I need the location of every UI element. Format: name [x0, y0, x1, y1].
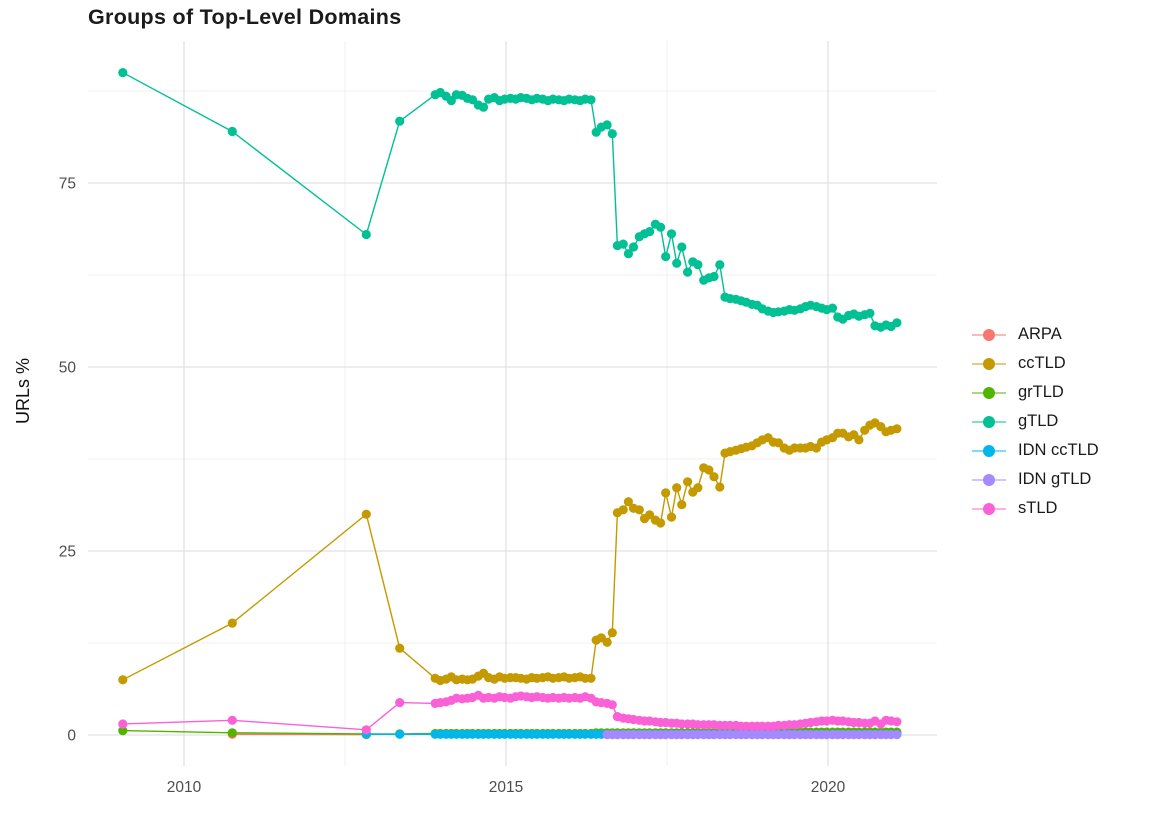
data-point-grTLD	[118, 726, 128, 736]
legend-swatch	[972, 328, 1006, 342]
legend-item-label: IDN ccTLD	[1018, 441, 1099, 459]
data-point-gTLD	[395, 116, 405, 126]
data-point-gTLD	[709, 271, 719, 282]
data-point-gTLD	[607, 129, 617, 139]
legend-swatch	[972, 502, 1006, 516]
data-point-gTLD	[645, 227, 655, 237]
data-point-sTLD	[395, 698, 405, 708]
legend-item-label: gTLD	[1018, 412, 1059, 430]
data-point-ccTLD	[618, 505, 628, 515]
legend-dot-icon	[983, 444, 995, 457]
data-point-ccTLD	[693, 483, 703, 493]
legend-swatch	[972, 415, 1006, 429]
legend-item-gTLD: gTLD	[972, 407, 1162, 436]
data-point-gTLD	[586, 95, 596, 105]
x-tick-label: 2020	[811, 779, 846, 796]
data-point-ccTLD	[118, 675, 128, 685]
data-point-gTLD	[661, 252, 671, 262]
legend-dot-icon	[983, 328, 995, 341]
data-point-ccTLD	[361, 509, 371, 519]
data-point-ccTLD	[607, 628, 617, 638]
data-point-ccTLD	[623, 497, 634, 507]
data-point-sTLD	[118, 719, 128, 729]
data-point-gTLD	[478, 102, 489, 112]
data-point-sTLD	[361, 725, 371, 735]
data-point-sTLD	[227, 715, 237, 725]
data-point-ccTLD	[395, 643, 405, 653]
legend-dot-icon	[983, 386, 995, 399]
data-point-grTLD	[227, 728, 237, 738]
data-point-gTLD	[628, 242, 639, 252]
data-point-gTLD	[693, 260, 703, 270]
legend-item-ccTLD: ccTLD	[972, 349, 1162, 378]
data-point-ccTLD	[811, 443, 822, 453]
legend-item-ARPA: ARPA	[972, 320, 1162, 349]
legend-item-label: grTLD	[1018, 383, 1064, 401]
data-point-gTLD	[623, 249, 634, 259]
data-point-gTLD	[656, 222, 666, 232]
data-point-gTLD	[677, 242, 687, 252]
legend-swatch	[972, 386, 1006, 400]
data-point-ccTLD	[661, 488, 671, 498]
legend-dot-icon	[983, 415, 995, 428]
data-point-IDN-gTLD	[892, 730, 902, 740]
legend-item-IDN-gTLD: IDN gTLD	[972, 465, 1162, 494]
data-point-ccTLD	[683, 477, 693, 487]
legend-dot-icon	[983, 357, 995, 370]
data-point-ccTLD	[602, 637, 612, 647]
data-point-ccTLD	[672, 483, 682, 493]
data-point-sTLD	[607, 700, 617, 710]
chart-title: Groups of Top-Level Domains	[88, 5, 402, 29]
y-tick-label: 50	[59, 360, 77, 377]
data-point-gTLD	[827, 303, 838, 313]
legend-item-sTLD: sTLD	[972, 494, 1162, 523]
legend: ARPA ccTLD grTLD gTLD IDN ccTLD IDN gTLD sTLD	[972, 320, 1162, 523]
data-point-ccTLD	[715, 482, 725, 492]
data-point-ccTLD	[704, 465, 714, 475]
data-point-gTLD	[602, 120, 612, 130]
data-point-gTLD	[361, 229, 371, 240]
data-point-gTLD	[715, 260, 725, 270]
legend-dot-icon	[983, 502, 995, 515]
data-point-ccTLD	[677, 500, 687, 510]
x-tick-label: 2015	[489, 779, 523, 796]
series-line-gTLD	[122, 71, 898, 329]
legend-item-label: ccTLD	[1018, 354, 1066, 372]
y-tick-label: 25	[59, 544, 76, 561]
data-point-IDN-ccTLD	[395, 729, 405, 739]
legend-swatch	[972, 357, 1006, 371]
legend-swatch	[972, 473, 1006, 487]
data-point-ccTLD	[634, 505, 644, 515]
data-point-gTLD	[865, 308, 875, 318]
y-tick-label: 75	[59, 176, 76, 193]
data-point-ccTLD	[854, 435, 864, 445]
data-point-gTLD	[118, 68, 128, 78]
data-point-gTLD	[227, 126, 237, 137]
legend-item-IDN-ccTLD: IDN ccTLD	[972, 436, 1162, 465]
data-point-ccTLD	[586, 673, 596, 683]
legend-item-label: IDN gTLD	[1018, 470, 1092, 488]
data-point-ccTLD	[227, 618, 237, 628]
data-point-ccTLD	[892, 424, 902, 434]
data-point-gTLD	[683, 267, 693, 277]
data-point-ccTLD	[709, 472, 719, 482]
data-point-gTLD	[666, 229, 677, 239]
data-point-ccTLD	[656, 518, 666, 528]
data-point-sTLD	[892, 717, 902, 727]
legend-item-grTLD: grTLD	[972, 378, 1162, 407]
y-tick-label: 0	[67, 728, 76, 745]
x-tick-label: 2010	[167, 779, 202, 796]
data-point-ccTLD	[666, 512, 677, 522]
legend-item-label: sTLD	[1018, 499, 1058, 517]
data-point-gTLD	[892, 318, 902, 328]
legend-dot-icon	[983, 473, 995, 486]
data-point-gTLD	[672, 258, 682, 268]
legend-swatch	[972, 444, 1006, 458]
data-point-gTLD	[618, 239, 628, 249]
series-line-ccTLD	[122, 422, 898, 682]
legend-item-label: ARPA	[1018, 325, 1062, 343]
